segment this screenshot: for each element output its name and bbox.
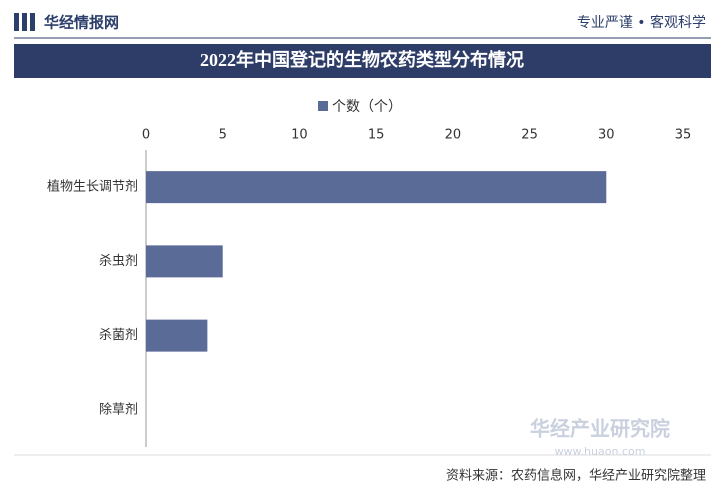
y-tick-label: 杀菌剂 <box>99 328 138 343</box>
y-tick-label: 杀虫剂 <box>99 254 138 269</box>
title-band <box>14 44 711 78</box>
x-tick-label: 10 <box>291 128 308 143</box>
bar <box>146 245 223 278</box>
bar <box>146 171 607 204</box>
x-tick-label: 35 <box>675 128 692 143</box>
brand: 华经情报网 <box>44 14 119 32</box>
logo-mark <box>14 13 19 31</box>
chart-title: 2022年中国登记的生物农药类型分布情况 <box>200 49 524 70</box>
x-tick-label: 20 <box>445 128 462 143</box>
y-tick-label: 植物生长调节剂 <box>47 180 138 195</box>
logo-text: 华经产业研究院 <box>530 417 670 441</box>
x-tick-label: 0 <box>142 128 150 143</box>
x-tick-label: 30 <box>598 128 615 143</box>
bar <box>146 319 208 352</box>
slogan: 专业严谨 • 客观科学 <box>577 14 706 31</box>
legend-swatch <box>318 101 328 111</box>
logo-mark <box>30 13 35 31</box>
x-tick-label: 5 <box>219 128 227 143</box>
logo-mark <box>22 13 27 31</box>
legend-label: 个数（个） <box>332 99 402 115</box>
x-tick-label: 15 <box>368 128 385 143</box>
source: 资料来源：农药信息网，华经产业研究院整理 <box>446 468 706 484</box>
x-tick-label: 25 <box>521 128 538 143</box>
logo-url: www.huaon.com <box>555 445 646 458</box>
y-tick-label: 除草剂 <box>99 402 138 417</box>
